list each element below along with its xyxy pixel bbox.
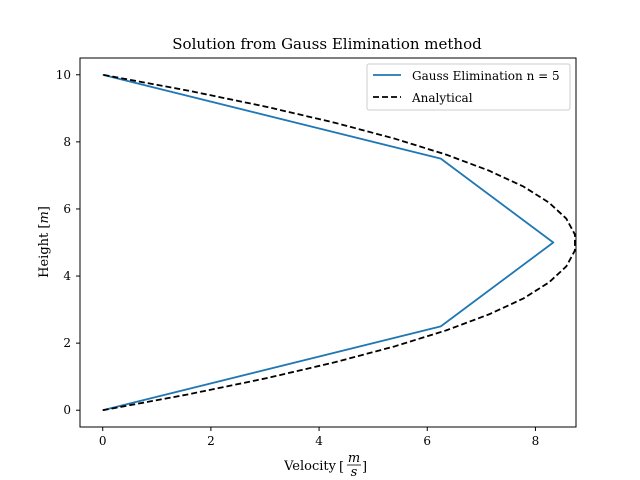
- legend-label-analytical: Analytical: [411, 91, 473, 105]
- x-tick-label: 8: [532, 434, 540, 448]
- x-axis-ticks: 0 2 4 6 8: [99, 427, 539, 448]
- y-tick-label: 4: [63, 269, 71, 283]
- y-tick-label: 8: [63, 135, 71, 149]
- x-axis-label-bracket-right: ]: [362, 460, 367, 475]
- y-axis-label-bracket-right: ]: [37, 206, 52, 211]
- legend-label-gauss: Gauss Elimination n = 5: [412, 69, 560, 83]
- y-axis-ticks: 0 2 4 6 8 10: [56, 68, 80, 417]
- x-axis-label-bracket-left: [: [339, 460, 344, 475]
- x-tick-label: 6: [423, 434, 431, 448]
- y-tick-label: 6: [63, 202, 71, 216]
- legend: Gauss Elimination n = 5 Analytical: [366, 63, 571, 111]
- plot-frame: [79, 57, 577, 428]
- y-tick-label: 2: [63, 336, 71, 350]
- y-tick-label: 10: [56, 68, 71, 82]
- chart-title: Solution from Gauss Elimination method: [172, 35, 482, 53]
- y-axis-unit: m: [37, 211, 52, 223]
- plot-area: [79, 57, 577, 428]
- legend-box: [366, 63, 571, 111]
- y-axis-label: Height [m]: [37, 206, 52, 278]
- y-axis-label-text: Height: [37, 232, 52, 278]
- series-line-analytical: [102, 73, 576, 412]
- x-axis-unit-denominator: s: [351, 465, 358, 480]
- x-axis-unit-numerator: m: [348, 451, 360, 466]
- x-tick-label: 2: [207, 434, 215, 448]
- y-tick-label: 0: [63, 403, 71, 417]
- series-layer: [102, 73, 576, 412]
- series-line-gauss-elimination: [102, 73, 555, 412]
- y-axis-label-bracket-left: [: [37, 224, 52, 229]
- x-axis-label-text: Velocity: [283, 459, 337, 474]
- x-axis-label: Velocity [ m s ]: [283, 451, 367, 480]
- x-tick-label: 0: [99, 434, 107, 448]
- svg-text:Height [m]: Height [m]: [37, 206, 52, 278]
- x-tick-label: 4: [315, 434, 323, 448]
